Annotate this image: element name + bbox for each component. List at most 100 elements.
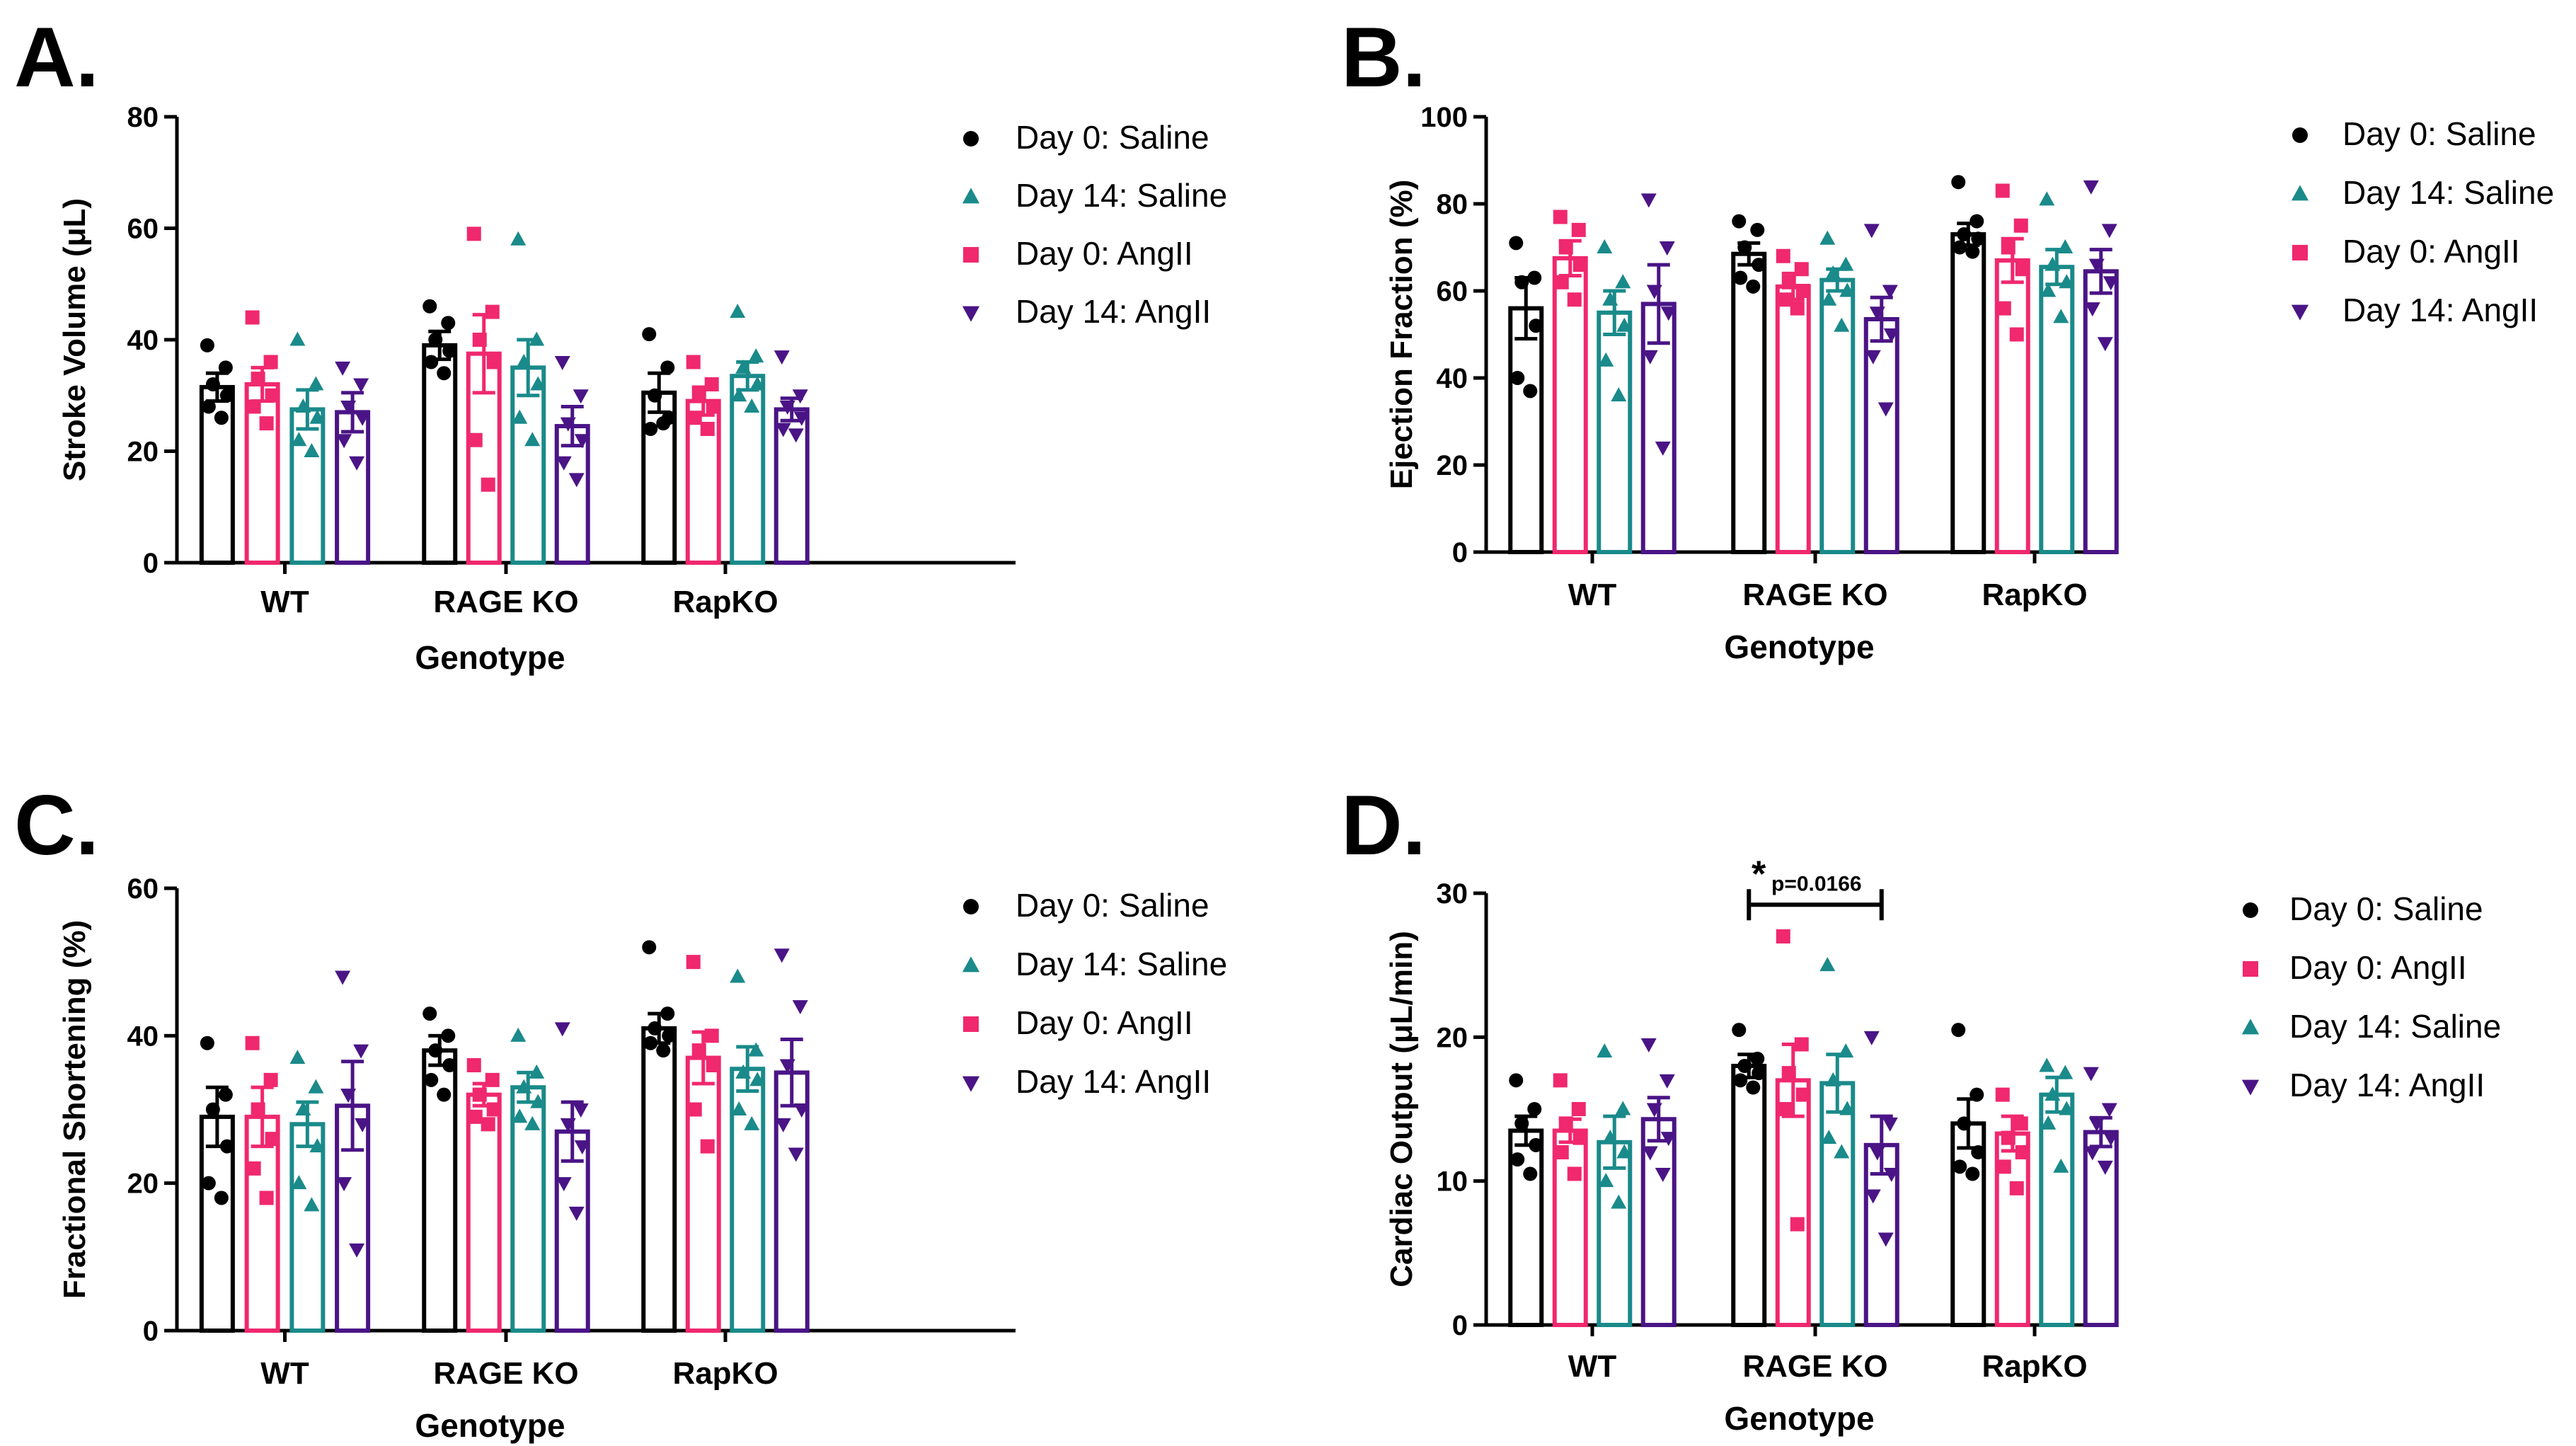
category-label: WT bbox=[1568, 1349, 1617, 1384]
data-point bbox=[1865, 350, 1881, 365]
data-point bbox=[748, 1042, 764, 1057]
data-point bbox=[304, 1197, 320, 1212]
data-point bbox=[1869, 306, 1885, 321]
legend-label: Day 0: Saline bbox=[1016, 887, 1209, 924]
data-point bbox=[2083, 180, 2099, 195]
data-point bbox=[530, 1094, 546, 1108]
legend-label: Day 14: Saline bbox=[1016, 177, 1227, 214]
data-point bbox=[656, 1043, 671, 1058]
y-tick-label: 10 bbox=[1437, 1166, 1468, 1198]
legend-marker bbox=[963, 899, 979, 914]
data-point bbox=[355, 1118, 371, 1132]
data-point bbox=[573, 389, 589, 404]
bar bbox=[2083, 269, 2119, 554]
data-point bbox=[1878, 1232, 1894, 1247]
data-point bbox=[512, 409, 528, 424]
data-point bbox=[291, 1175, 307, 1190]
data-point bbox=[1838, 1043, 1854, 1058]
category-label: RAGE KO bbox=[433, 1356, 578, 1391]
legend-marker bbox=[963, 247, 979, 263]
data-point bbox=[1752, 1066, 1766, 1081]
data-point bbox=[1523, 1166, 1538, 1181]
y-axis-label: Ejection Fraction (%) bbox=[1384, 180, 1419, 490]
y-tick-label: 100 bbox=[1420, 102, 1468, 133]
data-point bbox=[749, 376, 766, 391]
data-point bbox=[1616, 1144, 1633, 1159]
data-point bbox=[792, 389, 808, 404]
data-point bbox=[706, 1058, 720, 1072]
bar bbox=[1775, 284, 1811, 554]
data-point bbox=[1529, 1137, 1543, 1152]
data-point bbox=[1602, 1130, 1618, 1144]
data-point bbox=[468, 1109, 483, 1124]
data-point bbox=[246, 1161, 261, 1176]
data-point bbox=[1655, 441, 1671, 456]
data-point bbox=[2001, 240, 2016, 255]
bar bbox=[289, 407, 326, 565]
x-axis-label: Genotype bbox=[1724, 1400, 1874, 1437]
data-point bbox=[568, 1206, 585, 1221]
legend-marker bbox=[2243, 961, 2258, 977]
data-point bbox=[353, 378, 369, 393]
legend-marker bbox=[2291, 304, 2309, 321]
category-label: RAGE KO bbox=[433, 585, 578, 619]
data-point bbox=[1951, 1023, 1966, 1038]
data-point bbox=[291, 432, 307, 447]
data-point bbox=[289, 1050, 306, 1065]
legend-label: Day 0: Saline bbox=[2289, 890, 2483, 927]
data-point bbox=[424, 1072, 439, 1087]
data-point bbox=[1572, 258, 1587, 272]
y-tick-label: 20 bbox=[127, 1169, 159, 1200]
data-point bbox=[774, 350, 790, 365]
data-point bbox=[700, 1139, 715, 1154]
bar bbox=[1819, 1081, 1856, 1328]
data-point bbox=[428, 1043, 443, 1058]
panel-letter: D. bbox=[1341, 778, 1426, 873]
y-tick-label: 0 bbox=[1452, 537, 1468, 568]
data-point bbox=[1529, 319, 1543, 333]
bar bbox=[289, 1122, 326, 1333]
legend-marker bbox=[962, 188, 980, 204]
data-point bbox=[304, 443, 320, 457]
data-point bbox=[265, 388, 280, 403]
data-point bbox=[251, 1102, 265, 1117]
data-point bbox=[574, 1140, 590, 1155]
data-point bbox=[245, 1035, 260, 1050]
bar bbox=[1819, 277, 1856, 554]
legend-marker bbox=[2241, 1079, 2260, 1096]
bar bbox=[244, 1114, 280, 1333]
data-point bbox=[1882, 1117, 1898, 1132]
data-point bbox=[2057, 239, 2074, 253]
data-point bbox=[308, 1079, 324, 1094]
data-point bbox=[779, 401, 795, 415]
data-point bbox=[265, 1132, 280, 1147]
data-point bbox=[1776, 929, 1790, 943]
data-point bbox=[1602, 291, 1618, 306]
data-point bbox=[251, 372, 265, 386]
bar bbox=[685, 1055, 721, 1333]
y-tick-label: 60 bbox=[127, 873, 159, 905]
data-point bbox=[486, 1102, 501, 1117]
data-point bbox=[1572, 1130, 1587, 1145]
y-tick-label: 30 bbox=[1437, 878, 1468, 910]
data-point bbox=[1970, 214, 1984, 229]
legend-label: Day 14: Saline bbox=[1016, 946, 1227, 982]
significance-p-value: p=0.0166 bbox=[1771, 872, 1862, 895]
data-point bbox=[648, 1021, 662, 1035]
data-point bbox=[1733, 1073, 1748, 1088]
data-point bbox=[643, 422, 658, 436]
data-point bbox=[335, 361, 351, 376]
data-point bbox=[295, 1101, 311, 1115]
data-point bbox=[1509, 1073, 1524, 1088]
data-point bbox=[472, 1087, 487, 1102]
data-point bbox=[349, 456, 365, 471]
data-point bbox=[1995, 1087, 2010, 1102]
y-tick-label: 60 bbox=[127, 214, 159, 245]
category-label: RapKO bbox=[1982, 578, 2087, 612]
data-point bbox=[349, 1243, 365, 1258]
data-point bbox=[1646, 1103, 1662, 1118]
data-point bbox=[246, 399, 261, 414]
data-point bbox=[1746, 1080, 1761, 1095]
data-point bbox=[788, 1147, 804, 1162]
legend-marker bbox=[962, 1076, 980, 1092]
